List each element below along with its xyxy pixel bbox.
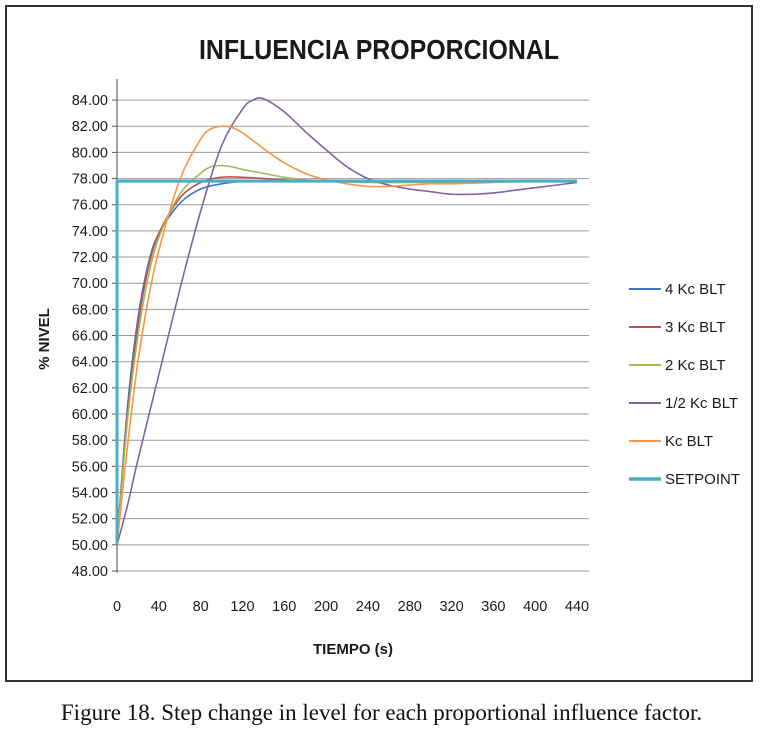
y-tick-label: 68.00 [72, 302, 108, 318]
y-tick-label: 76.00 [72, 198, 108, 214]
series-line-setpoint [115, 179, 577, 545]
y-tick-label: 80.00 [72, 145, 108, 161]
legend-label-1-2-kc-blt: 1/2 Kc BLT [665, 395, 738, 412]
series-lines [115, 97, 578, 546]
y-tick-label: 82.00 [72, 119, 108, 135]
series-line-2-kc-blt [116, 164, 577, 545]
grid [117, 99, 589, 572]
y-tick-label: 62.00 [72, 381, 108, 397]
y-tick-label: 66.00 [72, 329, 108, 345]
x-tick-label: 160 [272, 599, 296, 615]
chart-frame: INFLUENCIA PROPORCIONAL 48.00 50.00 52.00 5… [5, 5, 753, 682]
x-tick-label: 120 [230, 599, 254, 615]
x-tick-label: 440 [565, 599, 589, 615]
legend-label-4-kc-blt: 4 Kc BLT [665, 281, 726, 298]
series-line-3-kc-blt [116, 176, 577, 545]
x-tick-label: 320 [439, 599, 463, 615]
series-line-kc-blt [116, 125, 578, 545]
series-line-4-kc-blt [116, 180, 577, 545]
y-tick-label: 50.00 [72, 538, 108, 554]
legend: 4 Kc BLT 3 Kc BLT 2 Kc BLT 1/2 Kc BLT Kc BLT… [629, 281, 740, 488]
legend-label-2-kc-blt: 2 Kc BLT [665, 357, 726, 374]
x-tick-label: 80 [193, 599, 209, 615]
x-tick-label: 240 [356, 599, 380, 615]
y-tick-label: 84.00 [72, 93, 108, 109]
y-tick-label: 48.00 [72, 564, 108, 580]
legend-label-kc-blt: Kc BLT [665, 433, 713, 450]
x-tick-label: 40 [151, 599, 167, 615]
y-tick-label: 60.00 [72, 407, 108, 423]
y-tick-label: 70.00 [72, 276, 108, 292]
y-axis-label: % NIVEL [36, 308, 53, 370]
x-tick-label: 400 [523, 599, 547, 615]
chart: INFLUENCIA PROPORCIONAL 48.00 50.00 52.00 5… [36, 34, 740, 658]
x-tick-label: 360 [481, 599, 505, 615]
y-tick-label: 58.00 [72, 433, 108, 449]
y-tick-label: 74.00 [72, 224, 108, 240]
y-tick-label: 54.00 [72, 486, 108, 502]
figure-caption: Figure 18. Step change in level for each… [60, 700, 703, 725]
chart-title: INFLUENCIA PROPORCIONAL [199, 34, 559, 65]
legend-label-3-kc-blt: 3 Kc BLT [665, 319, 726, 336]
legend-label-setpoint: SETPOINT [665, 471, 740, 488]
axes: 48.00 50.00 52.00 54.00 56.00 58.00 60.00 62.00… [72, 79, 589, 615]
y-tick-label: 56.00 [72, 459, 108, 475]
y-tick-label: 64.00 [72, 355, 108, 371]
x-axis-label: TIEMPO (s) [313, 641, 393, 658]
x-tick-label: 200 [314, 599, 338, 615]
x-tick-label: 280 [398, 599, 422, 615]
x-tick-label: 0 [113, 599, 121, 615]
series-line-1-2-kc-blt [116, 97, 578, 546]
y-tick-label: 72.00 [72, 250, 108, 266]
y-tick-label: 52.00 [72, 512, 108, 528]
y-tick-label: 78.00 [72, 172, 108, 188]
